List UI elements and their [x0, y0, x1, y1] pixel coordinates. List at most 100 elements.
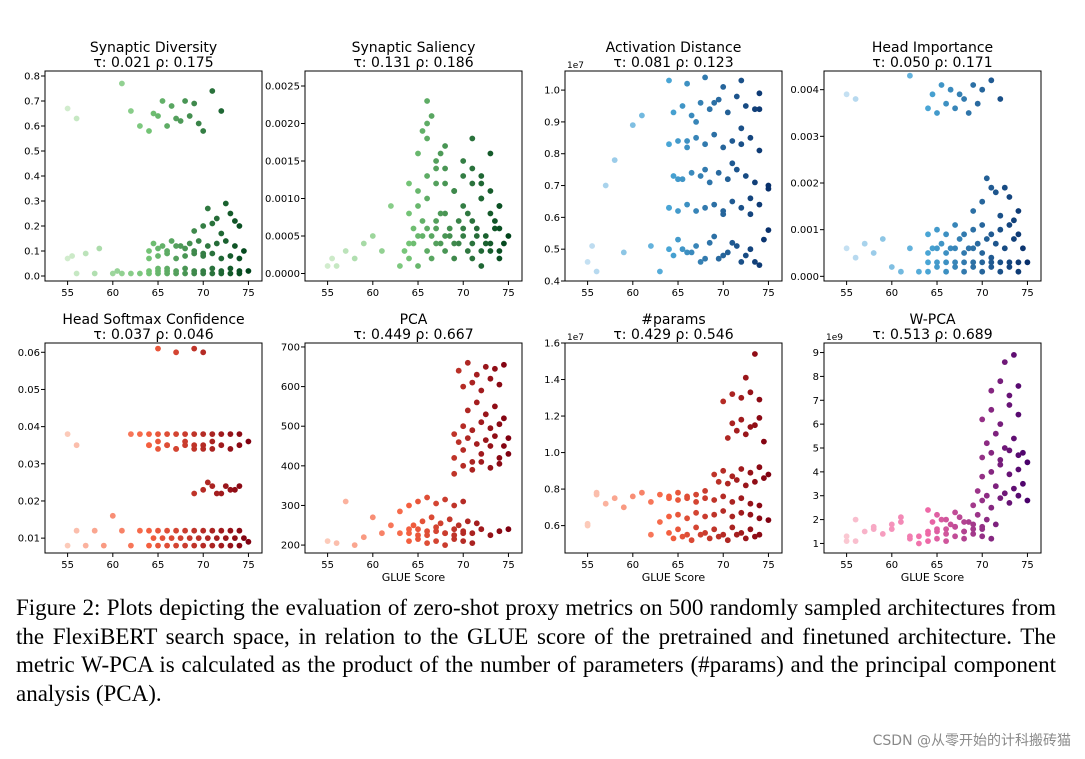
data-point — [970, 531, 977, 537]
data-point — [752, 351, 758, 357]
data-point — [943, 516, 949, 523]
axes-frame — [823, 70, 1042, 282]
data-point — [952, 105, 958, 112]
data-point — [720, 531, 727, 538]
data-point — [611, 495, 618, 502]
x-tick-label: 70 — [976, 560, 989, 571]
data-point — [168, 535, 175, 541]
data-point — [487, 443, 494, 449]
data-point — [164, 442, 171, 449]
data-point — [442, 165, 448, 172]
x-tick-label: 55 — [321, 288, 334, 299]
y-tick-label: 0.1 — [24, 247, 40, 258]
data-point — [333, 263, 340, 269]
data-point — [742, 431, 749, 438]
axis-offset-label: 1e7 — [567, 61, 584, 71]
x-tick-label: 55 — [840, 560, 853, 571]
data-point — [333, 540, 340, 546]
data-point — [870, 526, 877, 532]
y-tick-label: 0.05 — [18, 385, 40, 396]
data-point — [756, 464, 763, 471]
data-point — [451, 240, 458, 247]
y-tick-label: 0.7 — [544, 181, 560, 192]
y-tick-label: 0.5 — [544, 245, 560, 256]
scatter-points — [843, 352, 1031, 547]
data-point — [693, 119, 699, 125]
data-point — [451, 455, 458, 461]
data-point — [992, 189, 999, 196]
data-point — [487, 150, 494, 157]
data-point — [666, 204, 672, 211]
data-point — [469, 540, 476, 546]
data-point — [478, 419, 485, 426]
data-point — [992, 240, 999, 247]
data-point — [1011, 236, 1017, 242]
data-point — [245, 438, 252, 445]
data-point — [1006, 402, 1013, 408]
data-point — [979, 454, 986, 461]
y-tick-label: 400 — [281, 461, 300, 472]
data-point — [119, 80, 125, 87]
data-point — [227, 253, 234, 259]
data-point — [388, 203, 394, 209]
data-point — [433, 524, 439, 531]
data-point — [446, 233, 453, 239]
data-point — [478, 387, 485, 394]
data-point — [232, 243, 238, 249]
data-point — [733, 93, 740, 100]
data-point — [424, 540, 430, 546]
data-point — [702, 204, 708, 211]
data-point — [146, 431, 152, 437]
data-point — [236, 442, 243, 449]
y-tick-label: 8 — [813, 372, 819, 383]
data-point — [997, 226, 1004, 233]
data-point — [715, 533, 722, 540]
data-point — [724, 109, 731, 116]
data-point — [473, 399, 480, 406]
data-point — [433, 240, 439, 247]
data-point — [191, 268, 198, 274]
x-tick-label: 75 — [502, 288, 515, 299]
data-point — [720, 84, 727, 90]
plot-stats: τ: 0.131 ρ: 0.186 — [353, 55, 473, 71]
data-point — [738, 125, 745, 132]
plot-stats: τ: 0.429 ρ: 0.546 — [613, 327, 733, 343]
data-point — [501, 361, 507, 368]
data-point — [620, 504, 627, 511]
data-point — [155, 253, 161, 259]
data-point — [1015, 231, 1022, 238]
data-point — [496, 381, 503, 388]
data-point — [369, 233, 376, 239]
data-point — [593, 268, 600, 275]
data-point — [679, 176, 686, 183]
data-point — [934, 259, 940, 266]
data-point — [119, 270, 125, 277]
data-point — [1001, 445, 1008, 451]
y-tick-label: 0.8 — [544, 485, 560, 496]
x-axis-label: GLUE Score — [642, 571, 706, 584]
data-point — [761, 438, 767, 445]
data-point — [424, 98, 430, 104]
data-point — [245, 268, 252, 274]
x-tick-label: 60 — [626, 560, 639, 571]
data-point — [988, 406, 995, 413]
data-point — [227, 210, 234, 217]
data-point — [934, 526, 940, 532]
x-tick-label: 60 — [885, 288, 898, 299]
data-point — [629, 122, 636, 128]
data-point — [164, 431, 171, 437]
data-point — [464, 518, 471, 525]
y-tick-label: 0.03 — [18, 459, 40, 470]
data-point — [146, 268, 152, 274]
data-point — [496, 421, 503, 428]
data-point — [406, 538, 412, 544]
data-point — [96, 245, 103, 252]
plot-title: Synaptic Saliency — [352, 40, 476, 56]
data-point — [232, 218, 238, 224]
data-point — [173, 542, 180, 549]
data-point — [487, 188, 494, 194]
data-point — [182, 542, 189, 549]
data-point — [204, 205, 211, 212]
y-tick-label: 1.4 — [544, 375, 560, 386]
data-point — [324, 263, 331, 269]
